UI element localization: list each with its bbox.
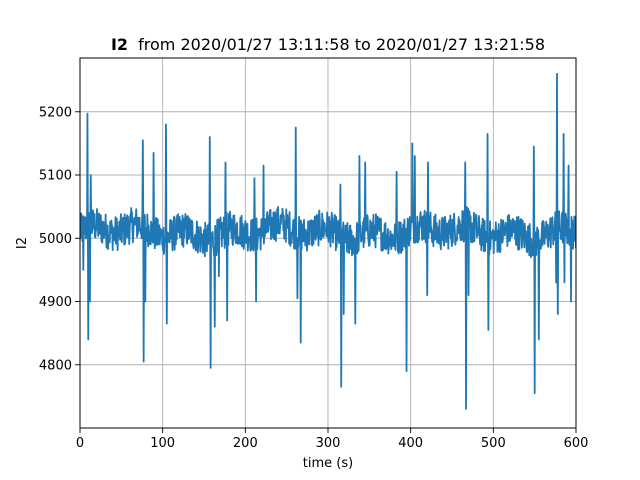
chart-title-prefix: I2 <box>111 35 128 54</box>
x-tick-label: 600 <box>564 436 589 451</box>
x-tick-label: 500 <box>481 436 506 451</box>
chart-title: I2 from 2020/01/27 13:11:58 to 2020/01/2… <box>111 35 545 54</box>
x-tick-label: 0 <box>76 436 84 451</box>
x-tick-label: 300 <box>316 436 341 451</box>
series-line-i2 <box>80 72 576 410</box>
y-axis: 4800 4900 5000 5100 5200 <box>39 105 80 373</box>
y-tick-label: 5100 <box>39 169 72 184</box>
x-axis: 0 100 200 300 400 500 600 <box>76 428 589 451</box>
x-tick-label: 400 <box>398 436 423 451</box>
x-tick-label: 100 <box>150 436 175 451</box>
y-tick-label: 4900 <box>39 295 72 310</box>
y-tick-label: 5200 <box>39 105 72 120</box>
plot-area <box>80 72 576 410</box>
y-axis-label: I2 <box>15 237 30 249</box>
y-tick-label: 5000 <box>39 232 72 247</box>
chart-title-range: from 2020/01/27 13:11:58 to 2020/01/27 1… <box>138 35 545 54</box>
x-axis-label: time (s) <box>303 456 353 471</box>
x-tick-label: 200 <box>233 436 258 451</box>
y-tick-label: 4800 <box>39 358 72 373</box>
